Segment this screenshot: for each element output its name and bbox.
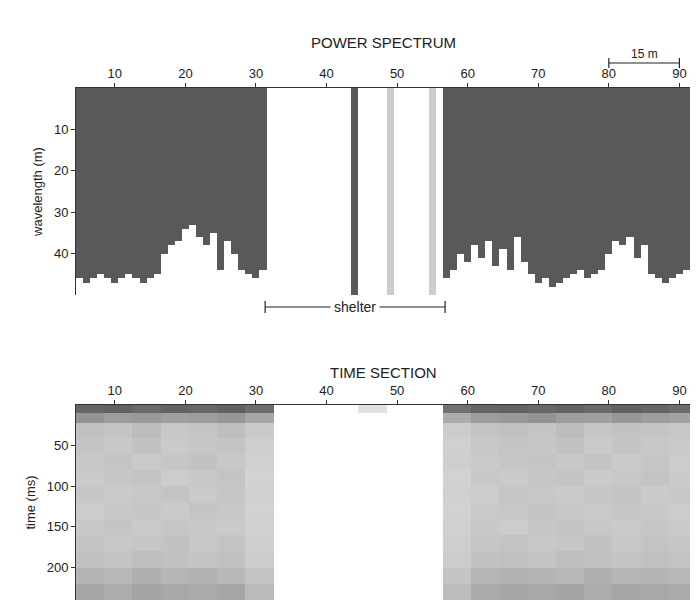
svg-text:10: 10 (108, 66, 122, 81)
svg-text:TIME SECTION: TIME SECTION (330, 364, 437, 381)
svg-text:shelter: shelter (334, 299, 376, 315)
svg-text:90: 90 (672, 383, 686, 398)
svg-text:100: 100 (47, 479, 69, 494)
svg-text:30: 30 (54, 205, 68, 220)
svg-text:time (ms): time (ms) (23, 475, 38, 529)
svg-text:wavelength (m): wavelength (m) (30, 147, 45, 237)
svg-text:10: 10 (108, 383, 122, 398)
svg-text:20: 20 (178, 383, 192, 398)
svg-text:50: 50 (390, 66, 404, 81)
svg-text:30: 30 (249, 383, 263, 398)
svg-text:POWER SPECTRUM: POWER SPECTRUM (311, 34, 456, 51)
svg-text:70: 70 (531, 383, 545, 398)
svg-text:200: 200 (47, 560, 69, 575)
svg-text:15 m: 15 m (631, 47, 658, 61)
svg-text:70: 70 (531, 66, 545, 81)
svg-text:40: 40 (319, 383, 333, 398)
svg-text:30: 30 (249, 66, 263, 81)
svg-text:60: 60 (460, 383, 474, 398)
svg-text:50: 50 (54, 438, 68, 453)
svg-text:40: 40 (54, 246, 68, 261)
svg-text:10: 10 (54, 122, 68, 137)
svg-text:80: 80 (602, 383, 616, 398)
svg-text:80: 80 (602, 66, 616, 81)
svg-text:90: 90 (672, 66, 686, 81)
svg-text:60: 60 (460, 66, 474, 81)
svg-text:20: 20 (178, 66, 192, 81)
svg-text:20: 20 (54, 163, 68, 178)
svg-text:40: 40 (319, 66, 333, 81)
svg-text:150: 150 (47, 519, 69, 534)
svg-text:50: 50 (390, 383, 404, 398)
